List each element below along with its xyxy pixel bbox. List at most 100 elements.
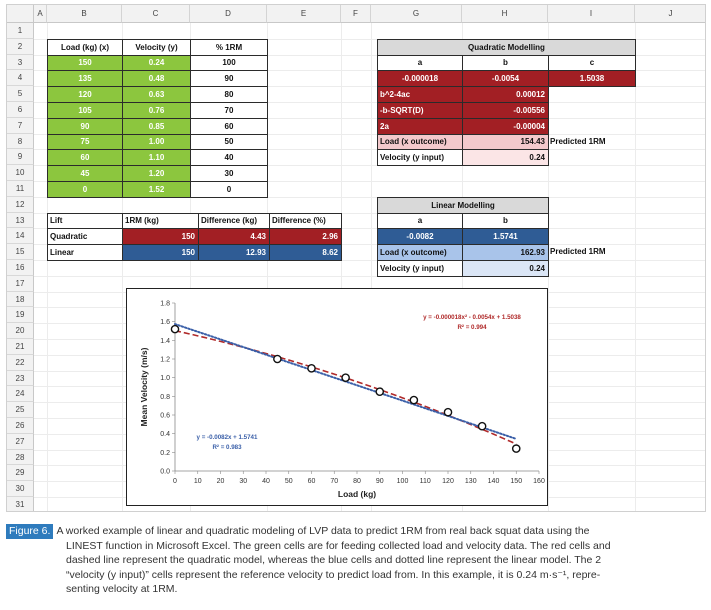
row-header-2[interactable]: 2 (7, 38, 34, 55)
quadratic-calc-value[interactable]: -0.00004 (462, 117, 549, 135)
load-cell[interactable]: 120 (47, 86, 123, 103)
row-header-10[interactable]: 10 (7, 165, 34, 181)
comparison-header[interactable]: 1RM (kg) (122, 212, 199, 230)
row-header-23[interactable]: 23 (7, 370, 34, 387)
comparison-diff-kg[interactable]: 4.43 (198, 228, 270, 246)
comparison-lift-name[interactable]: Linear (47, 244, 123, 261)
linear-outcome-label[interactable]: Load (x outcome) (377, 244, 463, 261)
row-header-14[interactable]: 14 (7, 228, 34, 245)
linear-title[interactable]: Linear Modelling (377, 196, 549, 214)
quadratic-calc-label[interactable]: b^2-4ac (377, 86, 463, 103)
quadratic-input-label[interactable]: Velocity (y input) (377, 149, 463, 167)
column-header-F[interactable]: F (341, 5, 371, 23)
linear-input-label[interactable]: Velocity (y input) (377, 260, 463, 277)
column-header-C[interactable]: C (122, 5, 190, 23)
comparison-1rm[interactable]: 150 (122, 228, 199, 246)
chart[interactable]: 0 10 20 30 40 50 60 70 80 90 100 110 120 130 140 150 160… (126, 288, 548, 506)
load-cell[interactable]: 90 (47, 117, 123, 135)
quadratic-coef-value[interactable]: -0.0054 (462, 70, 549, 88)
linear-input-value[interactable]: 0.24 (462, 260, 549, 277)
comparison-header[interactable]: Lift (47, 212, 123, 230)
row-header-31[interactable]: 31 (7, 497, 34, 511)
row-header-17[interactable]: 17 (7, 275, 34, 292)
comparison-diff-pct[interactable]: 2.96 (269, 228, 342, 246)
row-header-24[interactable]: 24 (7, 386, 34, 403)
row-header-30[interactable]: 30 (7, 481, 34, 497)
percent-1rm-cell[interactable]: 50 (190, 133, 268, 151)
velocity-cell[interactable]: 1.00 (122, 133, 191, 151)
quadratic-coef-value[interactable]: -0.000018 (377, 70, 463, 88)
percent-1rm-cell[interactable]: 40 (190, 149, 268, 167)
percent-1rm-cell[interactable]: 80 (190, 86, 268, 103)
percent-1rm-cell[interactable]: 60 (190, 117, 268, 135)
column-header-E[interactable]: E (267, 5, 341, 23)
load-cell[interactable]: 135 (47, 70, 123, 88)
row-header-4[interactable]: 4 (7, 70, 34, 87)
velocity-cell[interactable]: 0.48 (122, 70, 191, 88)
comparison-lift-name[interactable]: Quadratic (47, 228, 123, 246)
linear-coef-label[interactable]: a (377, 212, 463, 230)
velocity-cell[interactable]: 0.76 (122, 102, 191, 119)
column-header-D[interactable]: D (190, 5, 267, 23)
comparison-header[interactable]: Difference (kg) (198, 212, 270, 230)
load-cell[interactable]: 105 (47, 102, 123, 119)
velocity-cell[interactable]: 1.20 (122, 165, 191, 182)
column-header-H[interactable]: H (462, 5, 548, 23)
quadratic-coef-label[interactable]: b (462, 54, 549, 72)
velocity-cell[interactable]: 1.52 (122, 181, 191, 198)
data-table-header[interactable]: % 1RM (190, 38, 268, 56)
velocity-cell[interactable]: 0.85 (122, 117, 191, 135)
quadratic-coef-label[interactable]: a (377, 54, 463, 72)
row-header-18[interactable]: 18 (7, 291, 34, 308)
row-header-22[interactable]: 22 (7, 354, 34, 371)
row-header-3[interactable]: 3 (7, 54, 34, 71)
quadratic-outcome-value[interactable]: 154.43 (462, 133, 549, 151)
row-header-13[interactable]: 13 (7, 212, 34, 229)
column-header-B[interactable]: B (47, 5, 122, 23)
percent-1rm-cell[interactable]: 30 (190, 165, 268, 182)
load-cell[interactable]: 150 (47, 54, 123, 72)
data-table-header[interactable]: Load (kg) (x) (47, 38, 123, 56)
load-cell[interactable]: 0 (47, 181, 123, 198)
row-header-6[interactable]: 6 (7, 102, 34, 118)
linear-coef-value[interactable]: -0.0082 (377, 228, 463, 246)
quadratic-outcome-label[interactable]: Load (x outcome) (377, 133, 463, 151)
percent-1rm-cell[interactable]: 0 (190, 181, 268, 198)
load-cell[interactable]: 75 (47, 133, 123, 151)
linear-coef-label[interactable]: b (462, 212, 549, 230)
velocity-cell[interactable]: 0.24 (122, 54, 191, 72)
row-header-20[interactable]: 20 (7, 323, 34, 339)
quadratic-calc-value[interactable]: -0.00556 (462, 102, 549, 119)
row-header-25[interactable]: 25 (7, 402, 34, 418)
quadratic-coef-value[interactable]: 1.5038 (548, 70, 636, 88)
row-header-9[interactable]: 9 (7, 149, 34, 166)
column-header-J[interactable]: J (635, 5, 705, 23)
column-header-G[interactable]: G (371, 5, 462, 23)
load-cell[interactable]: 45 (47, 165, 123, 182)
linear-coef-value[interactable]: 1.5741 (462, 228, 549, 246)
data-table-header[interactable]: Velocity (y) (122, 38, 191, 56)
velocity-cell[interactable]: 1.10 (122, 149, 191, 167)
row-header-5[interactable]: 5 (7, 86, 34, 102)
quadratic-calc-label[interactable]: 2a (377, 117, 463, 135)
row-header-21[interactable]: 21 (7, 339, 34, 355)
row-header-26[interactable]: 26 (7, 418, 34, 434)
row-header-29[interactable]: 29 (7, 465, 34, 482)
row-header-12[interactable]: 12 (7, 196, 34, 213)
row-header-1[interactable]: 1 (7, 23, 34, 39)
column-header-I[interactable]: I (548, 5, 635, 23)
comparison-diff-pct[interactable]: 8.62 (269, 244, 342, 261)
quadratic-title[interactable]: Quadratic Modelling (377, 38, 636, 56)
percent-1rm-cell[interactable]: 90 (190, 70, 268, 88)
row-header-27[interactable]: 27 (7, 433, 34, 450)
quadratic-calc-label[interactable]: -b-SQRT(D) (377, 102, 463, 119)
row-header-15[interactable]: 15 (7, 244, 34, 260)
quadratic-input-value[interactable]: 0.24 (462, 149, 549, 167)
percent-1rm-cell[interactable]: 100 (190, 54, 268, 72)
comparison-header[interactable]: Difference (%) (269, 212, 342, 230)
row-header-8[interactable]: 8 (7, 133, 34, 150)
quadratic-coef-label[interactable]: c (548, 54, 636, 72)
row-header-7[interactable]: 7 (7, 117, 34, 134)
row-header-28[interactable]: 28 (7, 449, 34, 466)
quadratic-calc-value[interactable]: 0.00012 (462, 86, 549, 103)
